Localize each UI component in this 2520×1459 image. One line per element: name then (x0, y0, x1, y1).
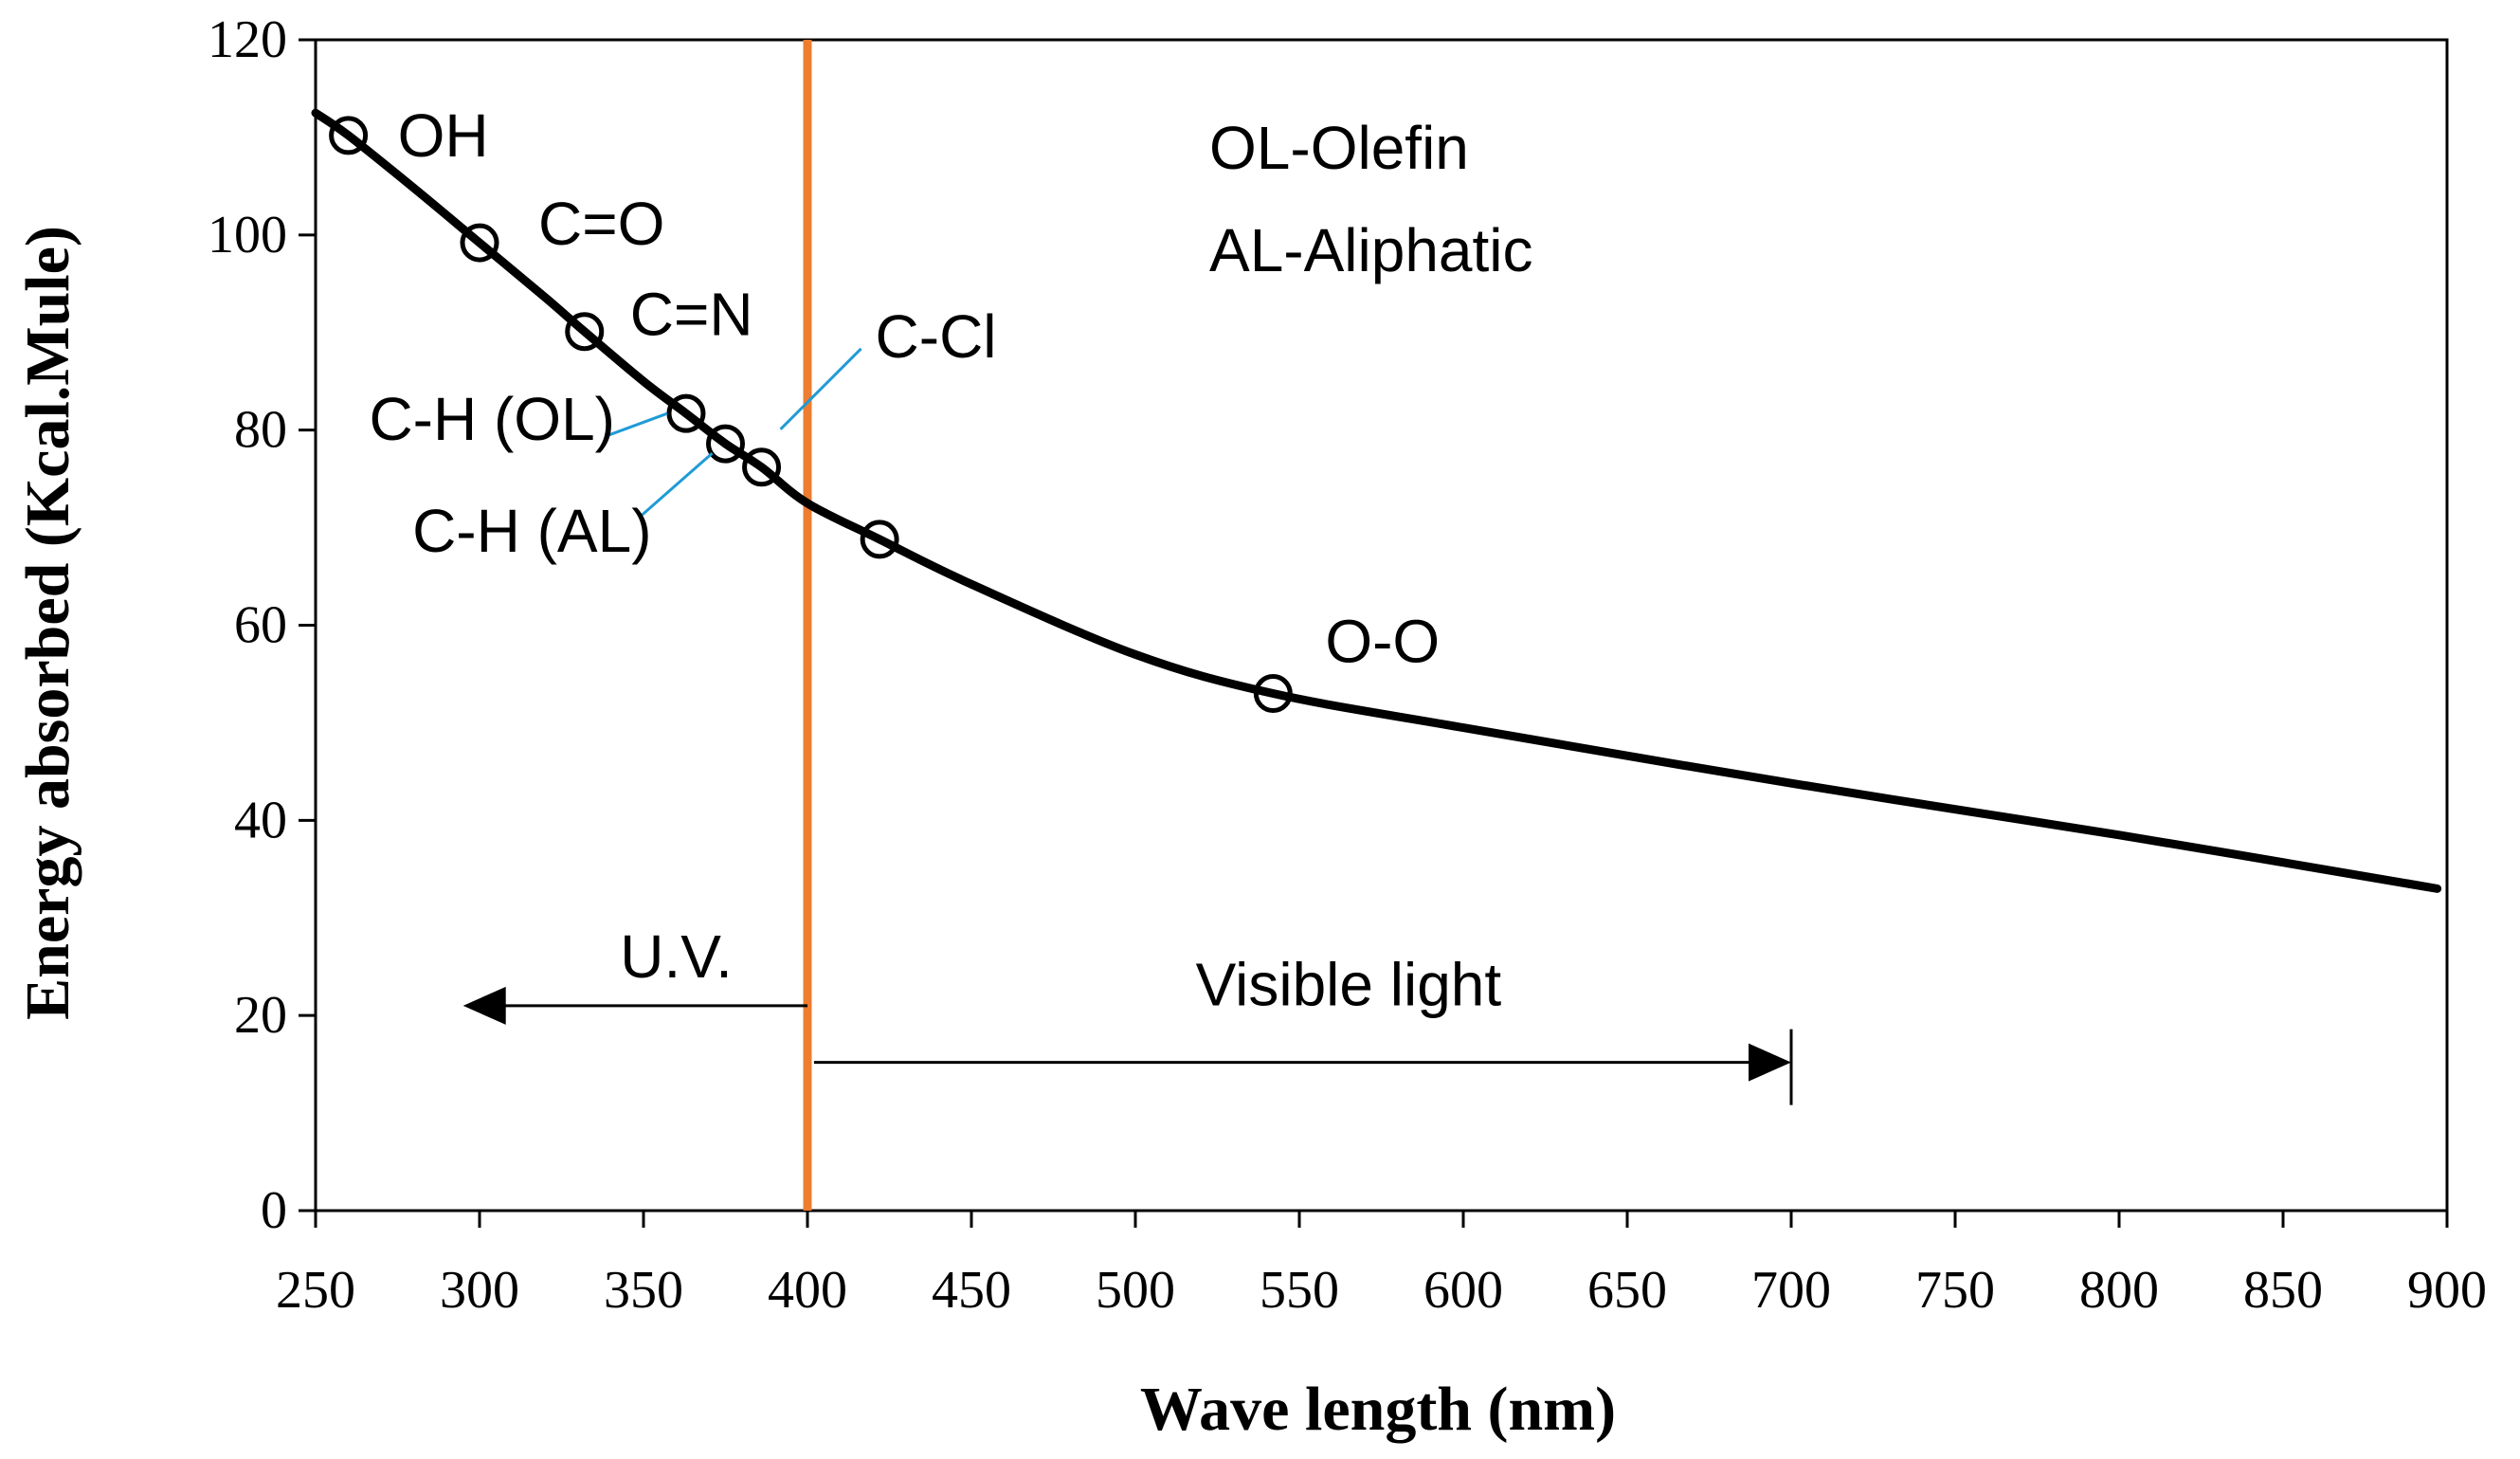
marker (860, 520, 899, 559)
y-axis-title: Energy absorbed (Kcal.Mule) (13, 226, 82, 1020)
marker-label: OH (398, 101, 489, 170)
leader-line-ch-ol (605, 411, 668, 438)
leader-lines (605, 347, 862, 517)
marker (460, 223, 499, 263)
series-line (311, 108, 2442, 893)
x-tick-label: 250 (276, 1261, 355, 1320)
marker-label: C=N (630, 281, 753, 349)
legend-note-aliphatic: AL-Aliphatic (1209, 216, 1533, 284)
x-tick-label: 500 (1096, 1261, 1175, 1320)
y-tick-label: 0 (261, 1181, 287, 1240)
markers (329, 116, 1293, 714)
x-tick-label: 800 (2079, 1261, 2159, 1320)
x-tick-label: 700 (1751, 1261, 1831, 1320)
marker-label: C-H (AL) (412, 497, 651, 565)
marker-label: C=O (538, 190, 664, 258)
visible-light-label: Visible light (1196, 951, 1502, 1019)
x-tick-label: 350 (604, 1261, 683, 1320)
x-tick-label: 400 (768, 1261, 847, 1320)
x-tick-label: 850 (2243, 1261, 2323, 1320)
x-tick-label: 750 (1915, 1261, 1995, 1320)
tick-labels: 0 20 40 60 80 100 120 250 300 350 400 450 500 550 600 6… (208, 10, 2487, 1320)
series (311, 108, 2442, 893)
marker (565, 312, 605, 352)
y-tick-label: 60 (234, 596, 287, 655)
y-tick-label: 40 (234, 791, 287, 849)
x-tick-label: 450 (932, 1261, 1011, 1320)
visible-arrow-head (1749, 1043, 1791, 1082)
x-tick-label: 650 (1587, 1261, 1667, 1320)
leader-line-ch-al (641, 451, 714, 517)
marker (742, 447, 782, 487)
legend-note-olefin: OL-Olefin (1209, 114, 1469, 182)
marker-label: C-H (OL) (369, 385, 615, 453)
uv-arrow-head (462, 986, 506, 1025)
leader-line-ccl (779, 347, 862, 430)
marker (1253, 674, 1293, 714)
y-tick-label: 120 (208, 10, 287, 69)
x-tick-label: 900 (2407, 1261, 2487, 1320)
y-tick-label: 80 (234, 401, 287, 460)
marker (666, 393, 706, 433)
marker (329, 116, 369, 155)
uv-label: U.V. (620, 922, 733, 991)
x-axis-title: Wave length (nm) (1140, 1375, 1616, 1444)
y-tick-label: 20 (234, 986, 287, 1045)
x-tick-label: 300 (440, 1261, 519, 1320)
x-tick-label: 550 (1260, 1261, 1339, 1320)
y-tick-label: 100 (208, 206, 287, 264)
marker-label: C-Cl (876, 302, 997, 371)
x-tick-label: 600 (1423, 1261, 1503, 1320)
tick-marks (299, 38, 2449, 1228)
marker (706, 424, 745, 464)
marker-label: O-O (1325, 608, 1440, 676)
annotations: OH C=O C=NC-H (OL) C-H (AL) C-Cl O-O U.V. Visib… (369, 101, 1793, 1105)
